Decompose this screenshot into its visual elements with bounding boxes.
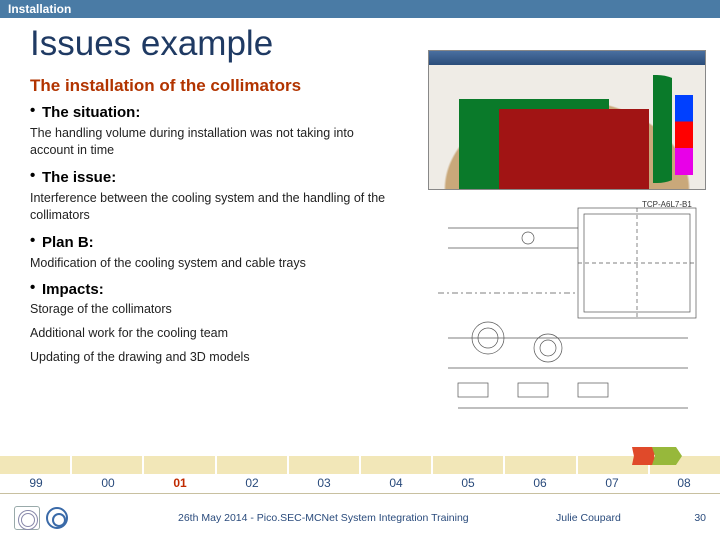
- figure-area: TCP-A6L7-B1: [428, 50, 708, 430]
- text-issue: Interference between the cooling system …: [0, 188, 430, 232]
- timeline-year: 08: [648, 476, 720, 494]
- marker-red: [632, 447, 656, 465]
- cern-logo-icon: [14, 506, 40, 530]
- section-tag: Installation: [0, 0, 720, 18]
- timeline-year: 04: [360, 476, 432, 494]
- text-situation: The handling volume during installation …: [0, 123, 430, 167]
- timeline-year: 07: [576, 476, 648, 494]
- timeline-year: 06: [504, 476, 576, 494]
- footer-center: 26th May 2014 - Pico.SEC-MCNet System In…: [108, 512, 556, 524]
- timeline-year: 05: [432, 476, 504, 494]
- text-impacts-2: Additional work for the cooling team: [0, 324, 430, 348]
- timeline-markers: [632, 447, 682, 465]
- timeline: 99000102030405060708: [0, 456, 720, 494]
- figure-3d-render: [428, 50, 706, 190]
- timeline-year: 02: [216, 476, 288, 494]
- footer: 26th May 2014 - Pico.SEC-MCNet System In…: [0, 496, 720, 540]
- timeline-labels: 99000102030405060708: [0, 476, 720, 494]
- text-planb: Modification of the cooling system and c…: [0, 253, 430, 280]
- text-impacts-3: Updating of the drawing and 3D models: [0, 348, 430, 372]
- timeline-bar: [0, 456, 720, 474]
- anniversary-logo-icon: [46, 507, 68, 529]
- timeline-year: 99: [0, 476, 72, 494]
- timeline-year: 01: [144, 476, 216, 494]
- marker-green: [652, 447, 682, 465]
- text-impacts-1: Storage of the collimators: [0, 300, 430, 324]
- footer-page-number: 30: [676, 512, 706, 524]
- footer-author: Julie Coupard: [556, 512, 676, 524]
- footer-logos: [14, 506, 68, 530]
- figure-engineering-drawing: TCP-A6L7-B1: [428, 198, 706, 428]
- figure-label: TCP-A6L7-B1: [642, 200, 692, 209]
- timeline-year: 03: [288, 476, 360, 494]
- timeline-year: 00: [72, 476, 144, 494]
